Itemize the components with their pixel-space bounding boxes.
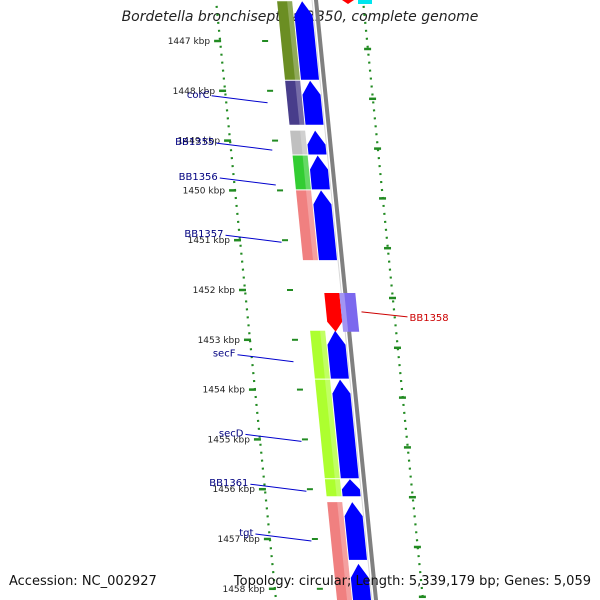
gene-label-leader bbox=[216, 142, 273, 151]
cog-block-highlight bbox=[287, 1, 300, 80]
reverse-cog-highlight bbox=[339, 293, 349, 332]
kbp-tick-label: 1452 kbp bbox=[193, 286, 236, 296]
cog-block-highlight bbox=[295, 80, 305, 125]
cog-block-highlight bbox=[300, 130, 308, 155]
reverse-gene-arrow bbox=[342, 0, 354, 4]
kbp-tick-label: 1449 kbp bbox=[178, 137, 221, 147]
gene-label: corC bbox=[187, 90, 210, 101]
forward-gene-arrow bbox=[332, 379, 359, 479]
gene-label: BB1361 bbox=[209, 478, 248, 489]
cog-block-highlight bbox=[320, 330, 330, 379]
gene-label-leader bbox=[245, 433, 302, 442]
cog-block bbox=[327, 502, 353, 600]
kbp-tick-label: 1450 kbp bbox=[183, 186, 226, 196]
forward-gene-arrow bbox=[341, 479, 361, 497]
cog-block-highlight bbox=[325, 379, 340, 479]
gene-label-leader bbox=[225, 234, 282, 243]
cog-block bbox=[315, 379, 340, 479]
gene-label: BB1355 bbox=[175, 137, 214, 148]
cog-block bbox=[310, 330, 330, 379]
gene-label: secF bbox=[213, 349, 236, 360]
gene-label-leader bbox=[250, 483, 307, 492]
gene-label-leader bbox=[237, 354, 294, 363]
gene-label-leader bbox=[361, 311, 408, 318]
forward-gene-arrow bbox=[327, 330, 349, 379]
kbp-tick-label: 1458 kbp bbox=[222, 585, 265, 595]
accession-label: Accession: NC_002927 bbox=[9, 574, 157, 589]
cog-block bbox=[285, 80, 305, 125]
cog-block bbox=[324, 479, 342, 497]
gene-label: BB1357 bbox=[184, 229, 223, 240]
cog-block bbox=[296, 190, 318, 261]
gene-label-leader bbox=[211, 95, 268, 104]
forward-gene-arrow bbox=[307, 130, 327, 155]
cog-block bbox=[292, 155, 311, 190]
forward-gene-arrow bbox=[350, 563, 372, 600]
gene-label: tgt bbox=[239, 528, 253, 539]
gene-label: BB1356 bbox=[179, 172, 218, 183]
cog-block-highlight bbox=[337, 502, 353, 600]
kbp-tick-label: 1457 kbp bbox=[217, 535, 260, 545]
gene-label: BB1358 bbox=[409, 313, 448, 324]
kbp-tick-label: 1448 kbp bbox=[173, 87, 216, 97]
cog-block-highlight bbox=[306, 190, 318, 261]
forward-gene-arrow bbox=[294, 1, 319, 80]
reverse-cog-block bbox=[339, 293, 360, 332]
kbp-tick-label: 1453 kbp bbox=[198, 336, 241, 346]
gene-label-leader bbox=[255, 533, 312, 542]
forward-gene-arrow bbox=[302, 80, 324, 125]
topology-label: Topology: circular; Length: 5,339,179 bp… bbox=[233, 574, 591, 589]
gene-label: secD bbox=[219, 428, 244, 439]
cog-block-highlight bbox=[302, 155, 311, 190]
forward-gene-arrow bbox=[310, 155, 330, 190]
cog-block bbox=[290, 130, 308, 155]
forward-gene-arrow bbox=[344, 502, 367, 560]
outer-dotted-ring bbox=[361, 0, 425, 600]
kbp-tick-label: 1451 kbp bbox=[188, 236, 231, 246]
kbp-tick-label: 1454 kbp bbox=[203, 386, 246, 396]
reverse-cog-block bbox=[358, 0, 372, 4]
kbp-tick-label: 1455 kbp bbox=[208, 435, 251, 445]
reverse-gene-arrow bbox=[324, 293, 343, 332]
gene-label-leader bbox=[219, 177, 276, 186]
cog-block-highlight bbox=[334, 479, 342, 497]
forward-gene-arrow bbox=[313, 190, 337, 261]
kbp-tick-label: 1447 kbp bbox=[168, 37, 211, 47]
kbp-tick-label: 1456 kbp bbox=[213, 485, 256, 495]
cog-block bbox=[277, 1, 300, 80]
